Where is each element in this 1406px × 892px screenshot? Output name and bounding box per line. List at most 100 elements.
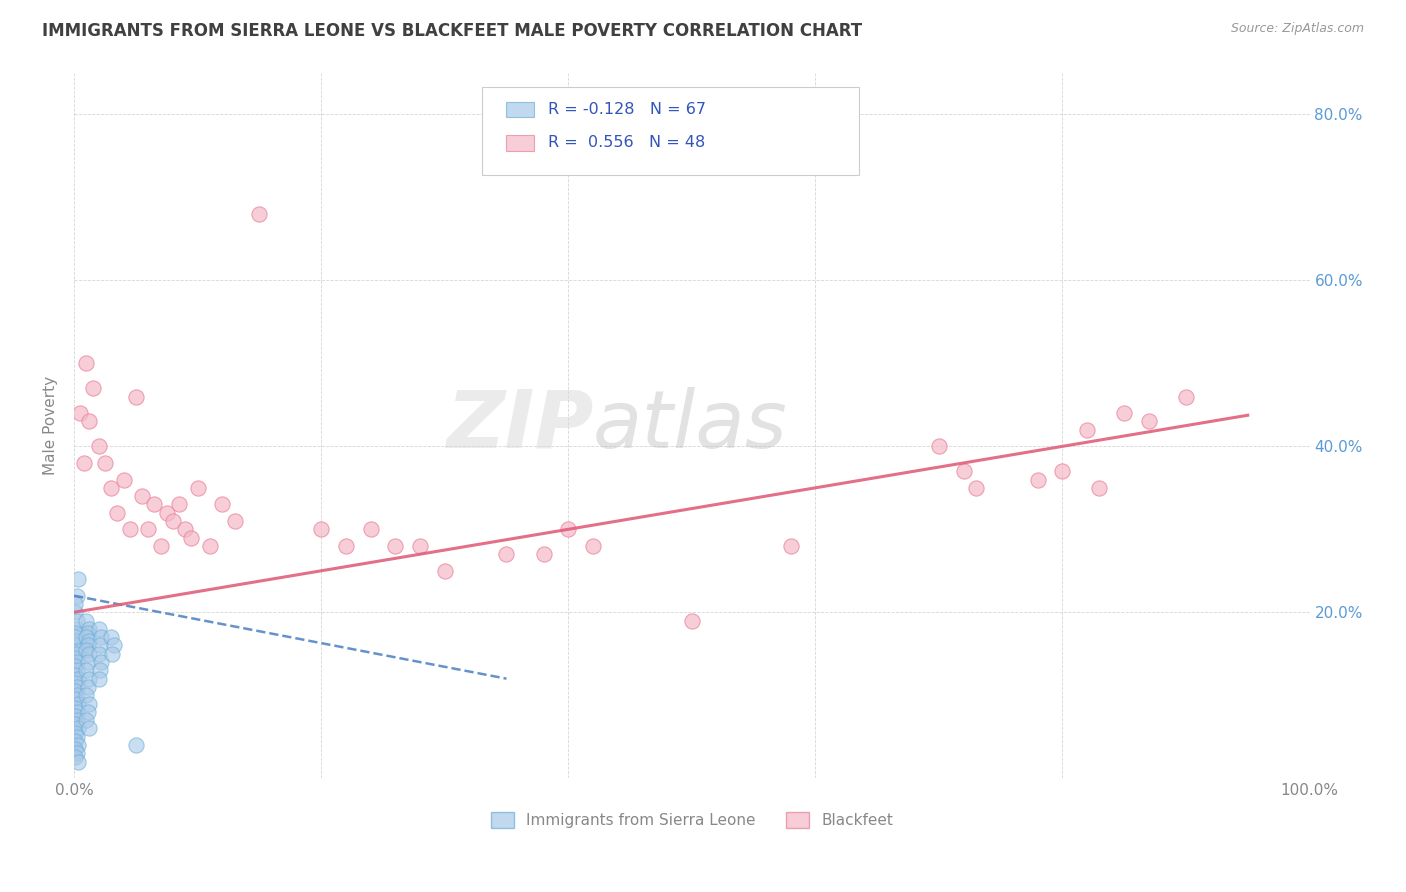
Point bbox=[198, 539, 221, 553]
Point bbox=[65, 730, 87, 744]
Point bbox=[89, 639, 111, 653]
Point bbox=[779, 539, 801, 553]
Point bbox=[65, 750, 87, 764]
Text: ZIP: ZIP bbox=[446, 386, 593, 465]
Point bbox=[94, 456, 117, 470]
Point bbox=[75, 356, 97, 370]
Point bbox=[66, 697, 89, 711]
Point bbox=[247, 207, 270, 221]
Text: R =  0.556   N = 48: R = 0.556 N = 48 bbox=[548, 136, 706, 150]
Point bbox=[69, 406, 91, 420]
Point bbox=[100, 481, 122, 495]
Point bbox=[162, 514, 184, 528]
Point bbox=[384, 539, 406, 553]
Point bbox=[335, 539, 357, 553]
FancyBboxPatch shape bbox=[506, 102, 534, 118]
Point bbox=[65, 717, 87, 731]
Point bbox=[66, 672, 89, 686]
Point bbox=[77, 697, 100, 711]
Point bbox=[433, 564, 456, 578]
Point bbox=[65, 659, 87, 673]
Point bbox=[77, 647, 100, 661]
Point bbox=[125, 738, 148, 752]
Point bbox=[65, 688, 87, 702]
Point bbox=[77, 722, 100, 736]
Point bbox=[65, 605, 87, 619]
Point bbox=[681, 614, 703, 628]
Point bbox=[87, 647, 110, 661]
Point bbox=[87, 672, 110, 686]
Point bbox=[309, 522, 332, 536]
Point bbox=[76, 626, 98, 640]
Point bbox=[136, 522, 159, 536]
Point bbox=[156, 506, 179, 520]
Point bbox=[66, 572, 89, 586]
Point bbox=[360, 522, 382, 536]
Point bbox=[75, 664, 97, 678]
Point bbox=[76, 655, 98, 669]
Point bbox=[65, 713, 87, 727]
Point bbox=[65, 589, 87, 603]
Point bbox=[112, 473, 135, 487]
FancyBboxPatch shape bbox=[482, 87, 859, 175]
Point bbox=[65, 742, 87, 756]
Point bbox=[65, 655, 87, 669]
Point bbox=[101, 647, 124, 661]
Text: Source: ZipAtlas.com: Source: ZipAtlas.com bbox=[1230, 22, 1364, 36]
Point bbox=[77, 672, 100, 686]
Point bbox=[495, 547, 517, 561]
Point bbox=[105, 506, 128, 520]
Point bbox=[75, 614, 97, 628]
Point bbox=[125, 390, 148, 404]
Point bbox=[952, 464, 974, 478]
Point bbox=[77, 414, 100, 428]
Point bbox=[103, 639, 125, 653]
Point bbox=[409, 539, 432, 553]
Point bbox=[65, 667, 87, 681]
Point bbox=[65, 680, 87, 694]
Point bbox=[65, 597, 87, 611]
Point bbox=[1052, 464, 1074, 478]
Point bbox=[75, 630, 97, 644]
Point bbox=[174, 522, 197, 536]
Point bbox=[65, 709, 87, 723]
Point bbox=[1026, 473, 1049, 487]
Point bbox=[224, 514, 246, 528]
Point bbox=[167, 497, 190, 511]
Point bbox=[65, 684, 87, 698]
Point bbox=[66, 738, 89, 752]
Point bbox=[66, 755, 89, 769]
Point bbox=[65, 630, 87, 644]
Point bbox=[65, 647, 87, 661]
Point bbox=[118, 522, 141, 536]
Point bbox=[82, 381, 104, 395]
Point bbox=[557, 522, 579, 536]
Point bbox=[1076, 423, 1098, 437]
Point bbox=[1175, 390, 1198, 404]
Point bbox=[66, 722, 89, 736]
Point bbox=[65, 622, 87, 636]
FancyBboxPatch shape bbox=[506, 135, 534, 151]
Point bbox=[65, 664, 87, 678]
Point bbox=[75, 688, 97, 702]
Point bbox=[76, 705, 98, 719]
Legend: Immigrants from Sierra Leone, Blackfeet: Immigrants from Sierra Leone, Blackfeet bbox=[485, 805, 898, 834]
Point bbox=[77, 634, 100, 648]
Point bbox=[73, 456, 96, 470]
Point bbox=[90, 655, 112, 669]
Point bbox=[75, 713, 97, 727]
Point bbox=[65, 692, 87, 706]
Text: IMMIGRANTS FROM SIERRA LEONE VS BLACKFEET MALE POVERTY CORRELATION CHART: IMMIGRANTS FROM SIERRA LEONE VS BLACKFEE… bbox=[42, 22, 862, 40]
Point bbox=[65, 626, 87, 640]
Point bbox=[1114, 406, 1136, 420]
Point bbox=[65, 675, 87, 690]
Point bbox=[65, 725, 87, 739]
Point bbox=[87, 439, 110, 453]
Point bbox=[75, 642, 97, 657]
Point bbox=[211, 497, 233, 511]
Point bbox=[100, 630, 122, 644]
Point bbox=[131, 489, 153, 503]
Point bbox=[65, 700, 87, 714]
Point bbox=[582, 539, 605, 553]
Y-axis label: Male Poverty: Male Poverty bbox=[44, 376, 58, 475]
